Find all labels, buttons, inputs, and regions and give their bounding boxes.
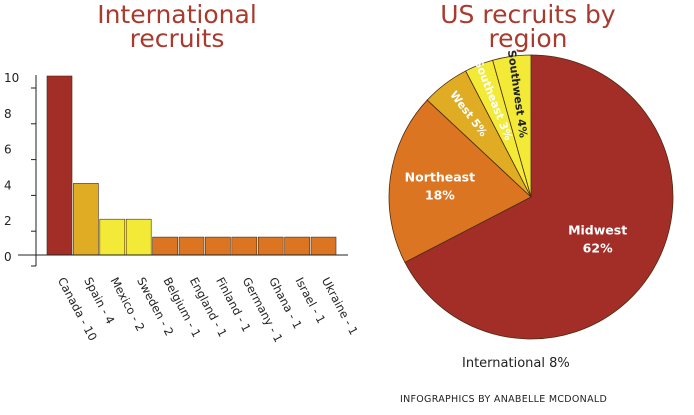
- pie-slice: [388, 99, 532, 263]
- pie-chart-title: US recruits by region: [440, 0, 616, 53]
- pie-slice-percent: 62%: [583, 241, 613, 256]
- y-tick-label: 10: [4, 71, 19, 85]
- pie-slice-name: Midwest: [568, 223, 627, 238]
- bar: [99, 218, 126, 256]
- bar: [46, 75, 73, 256]
- bar: [125, 218, 152, 256]
- y-tick-label: 0: [4, 250, 12, 264]
- bar: [73, 183, 99, 256]
- pie-slice: [492, 54, 532, 198]
- pie-external-label: International 8%: [462, 356, 570, 371]
- y-tick-label: 6: [4, 143, 12, 157]
- pie-slice-percent: 18%: [425, 187, 455, 202]
- credit-line: INFOGRAPHICS BY ANABELLE MCDONALD: [400, 394, 608, 405]
- bar-chart-title: International recruits: [97, 0, 257, 53]
- y-tick-label: 4: [4, 178, 12, 192]
- y-tick-label: 2: [4, 214, 12, 228]
- pie-slice: [404, 54, 674, 340]
- y-tick-label: 8: [4, 107, 12, 121]
- pie-slice-name: Northeast: [405, 169, 475, 184]
